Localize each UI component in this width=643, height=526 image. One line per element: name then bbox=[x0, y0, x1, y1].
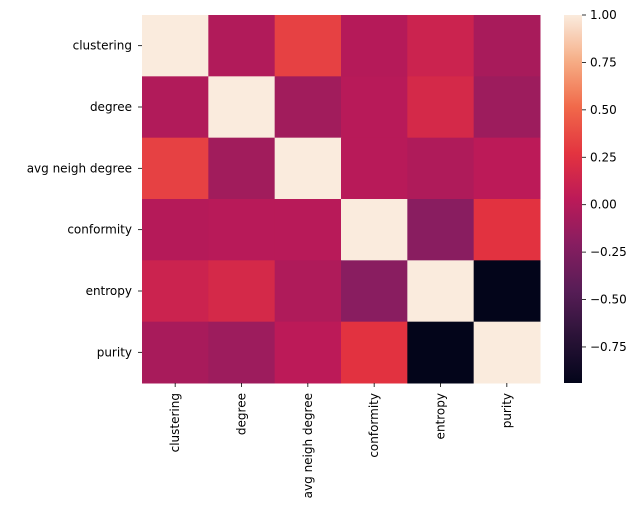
colorbar-label-2: −0.25 bbox=[590, 245, 627, 259]
column-label-5: purity bbox=[500, 393, 514, 428]
heatmap-cell-1-0 bbox=[142, 76, 209, 139]
heatmap-cell-1-3 bbox=[341, 76, 408, 139]
heatmap-cell-2-4 bbox=[407, 137, 475, 200]
heatmap-cell-4-5 bbox=[473, 260, 541, 323]
row-label-5: purity bbox=[97, 345, 132, 359]
heatmap-cell-3-2 bbox=[274, 199, 342, 261]
heatmap-cell-3-5 bbox=[473, 199, 541, 261]
column-labels: clustering degree avg neigh degree conformi… bbox=[168, 383, 514, 498]
column-label-1: degree bbox=[235, 393, 249, 435]
heatmap-cell-5-1 bbox=[208, 321, 276, 384]
heatmap-cell-3-3 bbox=[341, 199, 408, 261]
row-labels: clustering degree avg neigh degree conformi… bbox=[27, 39, 142, 359]
heatmap-cell-5-5 bbox=[473, 321, 541, 384]
heatmap-cell-2-3 bbox=[341, 137, 408, 200]
colorbar-label-0: −0.75 bbox=[590, 340, 627, 354]
heatmap-cell-2-1 bbox=[208, 137, 276, 200]
column-label-4: entropy bbox=[434, 393, 448, 439]
heatmap-cell-1-4 bbox=[407, 76, 475, 139]
heatmap-cell-1-5 bbox=[473, 76, 541, 139]
row-label-1: degree bbox=[90, 100, 132, 114]
row-label-3: conformity bbox=[67, 223, 132, 237]
heatmap-cell-0-5 bbox=[473, 15, 541, 77]
heatmap-cell-3-1 bbox=[208, 199, 276, 261]
heatmap-cell-4-0 bbox=[142, 260, 209, 323]
heatmap-cell-0-1 bbox=[208, 15, 276, 77]
colorbar: −0.75 −0.50 −0.25 0.00 0.25 0.50 0.75 1.00 bbox=[564, 8, 627, 383]
heatmap-cell-4-1 bbox=[208, 260, 276, 323]
colorbar-label-1: −0.50 bbox=[590, 293, 627, 307]
colorbar-label-7: 1.00 bbox=[590, 8, 617, 22]
heatmap-cell-5-0 bbox=[142, 321, 209, 384]
row-label-4: entropy bbox=[86, 284, 132, 298]
colorbar-label-5: 0.50 bbox=[590, 103, 617, 117]
heatmap-cell-5-3 bbox=[341, 321, 408, 384]
heatmap-cell-1-1 bbox=[208, 76, 276, 139]
row-label-0: clustering bbox=[73, 39, 132, 53]
heatmap-cell-4-2 bbox=[274, 260, 342, 323]
heatmap-cell-3-0 bbox=[142, 199, 209, 261]
heatmap-cell-0-4 bbox=[407, 15, 475, 77]
colorbar-label-4: 0.25 bbox=[590, 150, 617, 164]
column-label-3: conformity bbox=[367, 393, 381, 458]
heatmap-cell-4-3 bbox=[341, 260, 408, 323]
heatmap-cell-3-4 bbox=[407, 199, 475, 261]
heatmap-cell-4-4 bbox=[407, 260, 475, 323]
colorbar-label-3: 0.00 bbox=[590, 198, 617, 212]
column-label-0: clustering bbox=[168, 393, 182, 452]
colorbar-label-6: 0.75 bbox=[590, 55, 617, 69]
heatmap-cell-2-2 bbox=[274, 137, 342, 200]
row-label-2: avg neigh degree bbox=[27, 161, 132, 175]
heatmap-cell-2-0 bbox=[142, 137, 209, 200]
heatmap-cell-0-3 bbox=[341, 15, 408, 77]
column-label-2: avg neigh degree bbox=[301, 393, 315, 498]
colorbar-gradient bbox=[564, 15, 582, 383]
heatmap-cell-2-5 bbox=[473, 137, 541, 200]
heatmap-cell-0-0 bbox=[142, 15, 209, 77]
heatmap-cell-5-2 bbox=[274, 321, 342, 384]
heatmap-cells bbox=[142, 15, 541, 384]
heatmap-cell-1-2 bbox=[274, 76, 342, 139]
heatmap-cell-5-4 bbox=[407, 321, 475, 384]
heatmap-cell-0-2 bbox=[274, 15, 342, 77]
